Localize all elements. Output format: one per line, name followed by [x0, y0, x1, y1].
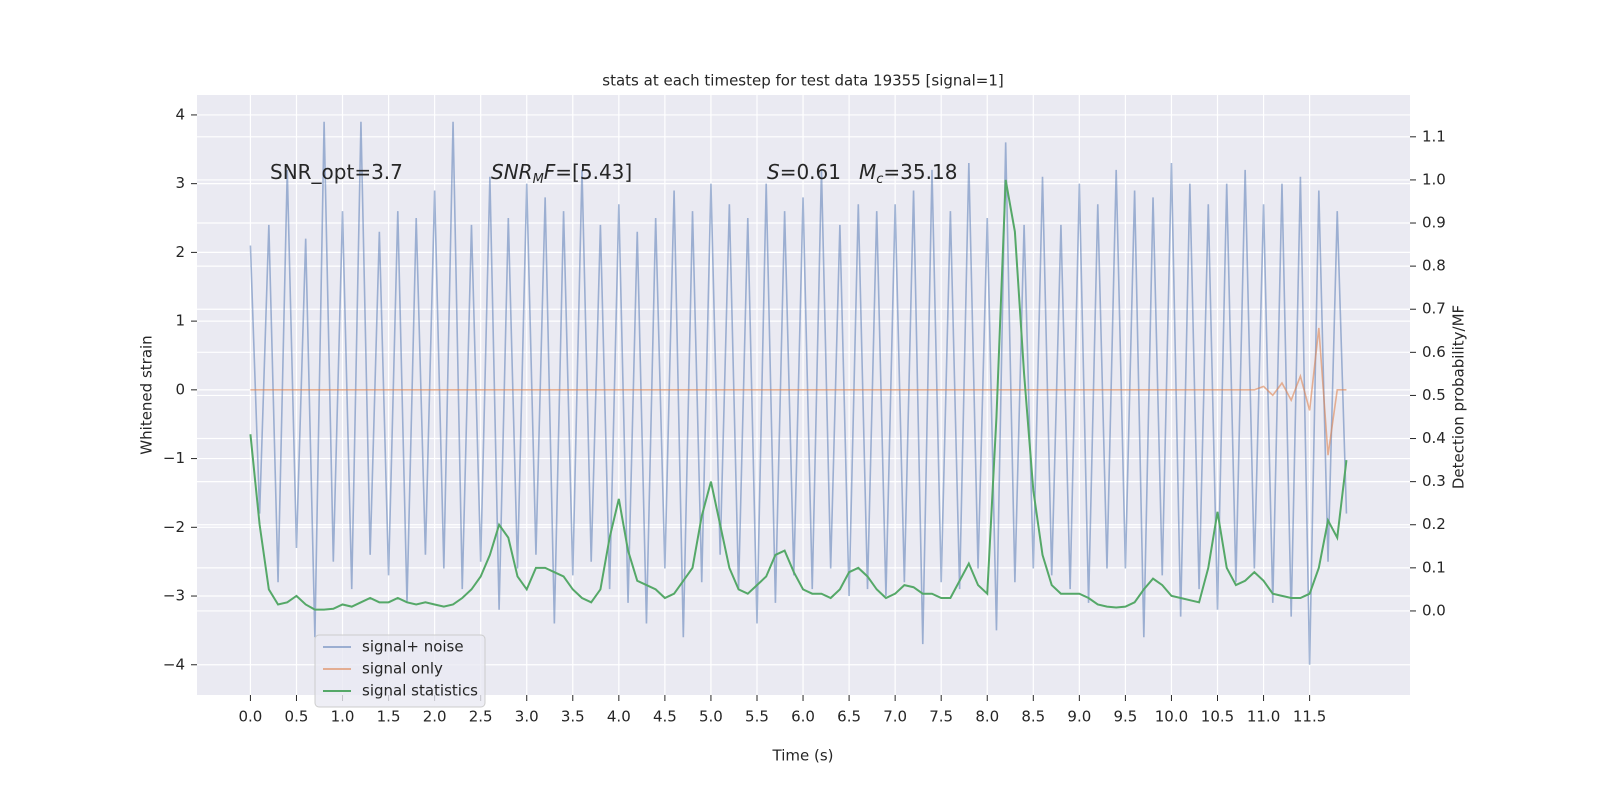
y2-tick-label: 0.5	[1422, 386, 1446, 404]
annotation: S=0.61	[767, 160, 841, 184]
annotation-part: SNR_opt=3.7	[270, 160, 403, 184]
y-tick-label: 1	[175, 312, 185, 330]
y2-tick-label: 0.9	[1422, 214, 1446, 232]
annotation-part: =0.61	[780, 160, 841, 184]
annotation-part: F	[544, 160, 556, 184]
annotation-part: c	[876, 172, 883, 187]
x-tick-label: 3.5	[561, 708, 585, 726]
legend-box	[314, 634, 486, 708]
y-tick-label: −3	[163, 587, 185, 605]
x-tick-label: 7.5	[929, 708, 953, 726]
annotation: Mc=35.18	[859, 160, 957, 187]
y-tick-label: −4	[163, 655, 185, 673]
x-tick-label: 5.0	[699, 708, 723, 726]
x-tick-label: 6.5	[837, 708, 861, 726]
x-tick-label: 9.0	[1067, 708, 1091, 726]
annotation-part: =35.18	[883, 160, 957, 184]
x-tick-label: 9.5	[1113, 708, 1137, 726]
x-tick-label: 11.0	[1247, 708, 1280, 726]
x-tick-label: 11.5	[1293, 708, 1326, 726]
x-tick-label: 10.0	[1155, 708, 1188, 726]
data-line	[249, 121, 1348, 665]
y2-tick-label: 0.6	[1422, 343, 1446, 361]
annotation-part: =[5.43]	[555, 160, 632, 184]
annotation-part: S	[767, 160, 780, 184]
annotation: SNRMF=[5.43]	[491, 160, 632, 187]
x-tick-label: 8.5	[1021, 708, 1045, 726]
x-tick-label: 4.0	[607, 708, 631, 726]
data-line	[250, 327, 1347, 456]
y2-tick-label: 1.0	[1422, 170, 1446, 188]
legend-label: signal+ noise	[362, 638, 464, 656]
annotation: SNR_opt=3.7	[270, 160, 403, 184]
chart-title: stats at each timestep for test data 193…	[602, 72, 1003, 90]
y-tick-label: 3	[175, 174, 185, 192]
y-tick-label: 0	[175, 380, 185, 398]
y2-tick-label: 0.1	[1422, 558, 1446, 576]
annotation-part: M	[859, 160, 876, 184]
x-axis-label: Time (s)	[772, 747, 834, 765]
y-axis-label: Whitened strain	[138, 335, 156, 454]
y-tick-label: 4	[175, 105, 185, 123]
data-line	[249, 179, 1348, 611]
x-tick-label: 3.0	[515, 708, 539, 726]
x-tick-label: 1.0	[331, 708, 355, 726]
x-tick-label: 2.0	[423, 708, 447, 726]
x-tick-label: 0.5	[285, 708, 309, 726]
x-tick-label: 2.5	[469, 708, 493, 726]
y2-tick-label: 0.7	[1422, 300, 1446, 318]
y2-tick-label: 1.1	[1422, 127, 1446, 145]
y-tick-label: −2	[163, 518, 185, 536]
legend-label: signal only	[362, 660, 443, 678]
y2-tick-label: 0.4	[1422, 429, 1446, 447]
x-tick-label: 10.5	[1201, 708, 1234, 726]
y2-tick-label: 0.0	[1422, 601, 1446, 619]
y-tick-label: 2	[175, 243, 185, 261]
x-tick-label: 4.5	[653, 708, 677, 726]
x-tick-label: 6.0	[791, 708, 815, 726]
x-tick-label: 7.0	[883, 708, 907, 726]
x-tick-label: 1.5	[377, 708, 401, 726]
legend-label: signal statistics	[362, 682, 478, 700]
y-tick-label: −1	[163, 449, 185, 467]
y2-tick-label: 0.2	[1422, 515, 1446, 533]
y2-tick-label: 0.3	[1422, 472, 1446, 490]
y2-tick-label: 0.8	[1422, 257, 1446, 275]
x-tick-label: 0.0	[238, 708, 262, 726]
x-tick-label: 5.5	[745, 708, 769, 726]
x-tick-label: 8.0	[975, 708, 999, 726]
y2-axis-label: Detection probability/MF	[1450, 305, 1468, 489]
annotation-part: SNR	[491, 160, 533, 184]
annotation-part: M	[533, 172, 544, 187]
